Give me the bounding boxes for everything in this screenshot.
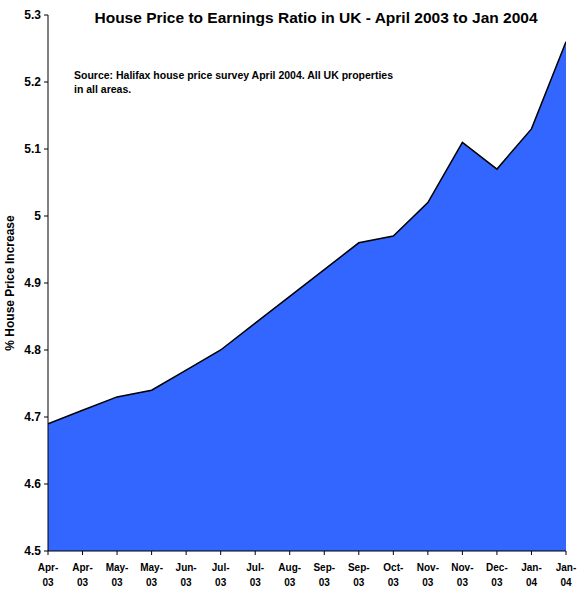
y-tick bbox=[44, 149, 48, 150]
x-tick bbox=[496, 551, 497, 555]
x-tick bbox=[186, 551, 187, 555]
x-tick bbox=[48, 551, 49, 555]
x-tick-label: Sep-03 bbox=[348, 562, 370, 588]
x-tick bbox=[151, 551, 152, 555]
x-tick-label: Jan-04 bbox=[556, 562, 577, 588]
area-fill bbox=[48, 42, 566, 551]
y-tick-label: 4.5 bbox=[24, 544, 41, 558]
x-tick-label: Jun-03 bbox=[176, 562, 197, 588]
y-tick-label: 5.1 bbox=[24, 142, 41, 156]
y-tick bbox=[44, 82, 48, 83]
x-tick-label: Jul-03 bbox=[246, 562, 264, 588]
x-tick bbox=[289, 551, 290, 555]
x-tick bbox=[82, 551, 83, 555]
y-tick bbox=[44, 484, 48, 485]
x-tick-label: Apr-03 bbox=[72, 562, 93, 588]
y-tick bbox=[44, 551, 48, 552]
y-tick-label: 4.6 bbox=[24, 477, 41, 491]
y-tick-label: 5.3 bbox=[24, 8, 41, 22]
title: House Price to Earnings Ratio in UK - Ap… bbox=[94, 9, 537, 26]
x-tick bbox=[531, 551, 532, 555]
x-tick bbox=[358, 551, 359, 555]
y-tick-label: 5.2 bbox=[24, 75, 41, 89]
y-tick bbox=[44, 283, 48, 284]
x-tick bbox=[566, 551, 567, 555]
x-tick-label: May-03 bbox=[106, 562, 129, 588]
y-tick-label: 4.9 bbox=[24, 276, 41, 290]
y-tick-label: 5 bbox=[34, 209, 41, 223]
x-tick-label: Nov-03 bbox=[417, 562, 439, 588]
y-tick-label: 4.8 bbox=[24, 343, 41, 357]
x-tick-label: Aug-03 bbox=[278, 562, 301, 588]
x-tick-label: Oct-03 bbox=[383, 562, 403, 588]
x-tick-label: Jan-04 bbox=[521, 562, 542, 588]
x-axis bbox=[48, 551, 566, 552]
y-tick bbox=[44, 417, 48, 418]
x-tick bbox=[427, 551, 428, 555]
y-tick bbox=[44, 15, 48, 16]
y-tick bbox=[44, 216, 48, 217]
x-tick bbox=[117, 551, 118, 555]
area-line bbox=[48, 42, 566, 424]
x-tick-label: Nov-03 bbox=[451, 562, 473, 588]
annotation: Source: Halifax house price survey April… bbox=[74, 68, 404, 96]
x-tick-label: May-03 bbox=[140, 562, 163, 588]
y-tick-label: 4.7 bbox=[24, 410, 41, 424]
y-tick bbox=[44, 350, 48, 351]
x-tick bbox=[220, 551, 221, 555]
x-tick-label: Dec-03 bbox=[486, 562, 508, 588]
x-tick-label: Sep-03 bbox=[313, 562, 335, 588]
x-tick-label: Jul-03 bbox=[212, 562, 230, 588]
plot-area bbox=[48, 42, 566, 551]
y-axis-label: % House Price Increase bbox=[3, 215, 17, 351]
x-tick-label: Apr-03 bbox=[38, 562, 59, 588]
x-tick bbox=[324, 551, 325, 555]
x-tick bbox=[255, 551, 256, 555]
x-tick bbox=[393, 551, 394, 555]
x-tick bbox=[462, 551, 463, 555]
